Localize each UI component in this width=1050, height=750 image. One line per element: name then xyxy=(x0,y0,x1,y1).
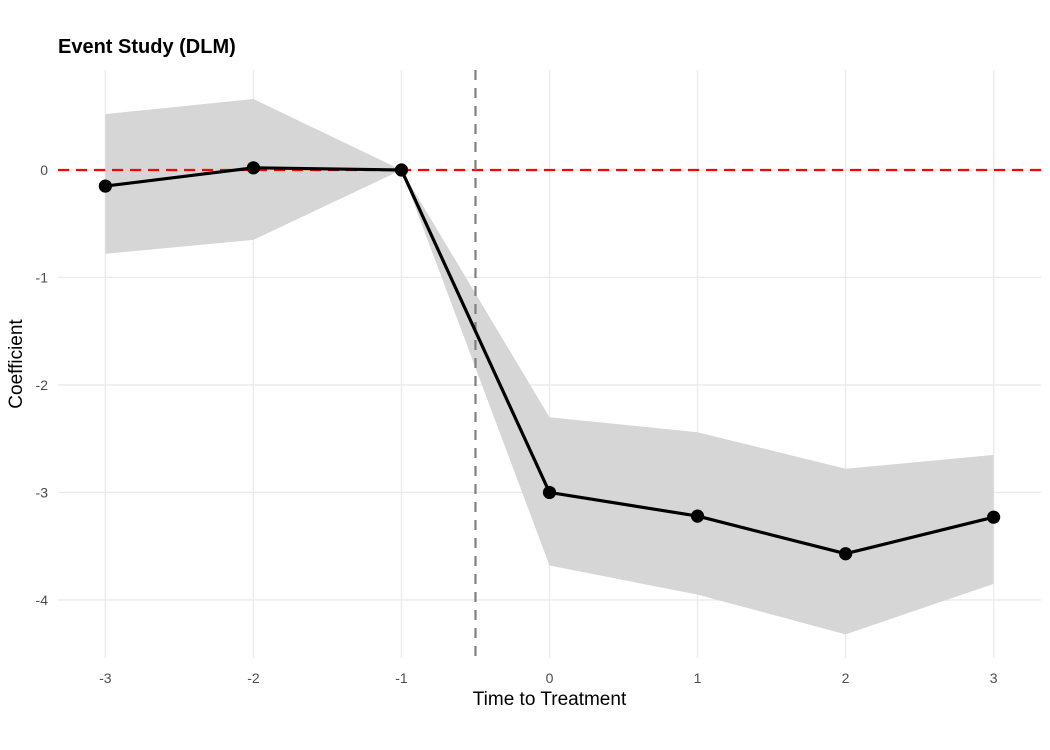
y-axis-title: Coefficient xyxy=(6,319,27,409)
data-point xyxy=(246,161,261,175)
x-axis-title: Time to Treatment xyxy=(472,689,627,710)
y-tick-label: 0 xyxy=(40,162,48,178)
y-tick-label: -3 xyxy=(36,484,49,500)
x-tick-label: -1 xyxy=(395,670,408,686)
x-tick-label: 2 xyxy=(842,670,850,686)
data-point xyxy=(690,509,705,523)
x-tick-label: -2 xyxy=(247,670,260,686)
data-point xyxy=(838,547,853,561)
data-point xyxy=(394,163,409,177)
confidence-ribbon xyxy=(105,99,994,635)
x-tick-label: -3 xyxy=(99,670,112,686)
chart-title: Event Study (DLM) xyxy=(58,36,236,58)
data-point xyxy=(542,485,557,500)
x-tick-label: 0 xyxy=(546,670,554,686)
x-tick-label: 1 xyxy=(694,670,702,686)
data-point xyxy=(98,179,112,193)
data-point xyxy=(987,510,1001,524)
y-tick-label: -4 xyxy=(36,592,49,608)
x-tick-label: 3 xyxy=(990,670,998,686)
y-tick-label: -2 xyxy=(36,377,49,393)
y-tick-label: -1 xyxy=(36,269,49,285)
